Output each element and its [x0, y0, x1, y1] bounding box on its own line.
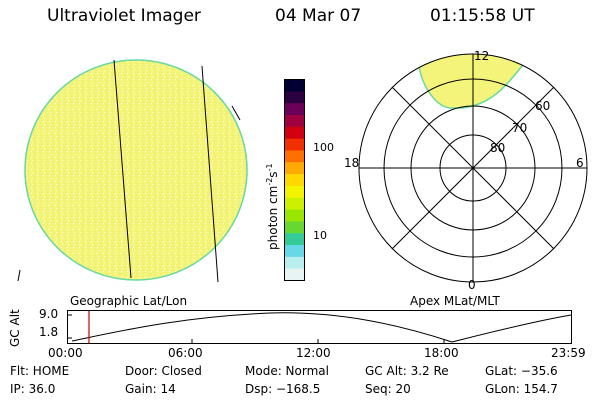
observation-date: 04 Mar 07: [275, 6, 362, 26]
colorbar-band: [284, 256, 305, 270]
altitude-strip-plot: [67, 310, 572, 344]
alt-tick-top: 9.0: [39, 307, 59, 321]
meridian-line: [201, 65, 219, 283]
colorbar-tick-100: 100: [313, 141, 334, 154]
time-tick-1: 06:00: [168, 346, 203, 360]
colorbar-band: [284, 103, 305, 116]
colorbar-band: [284, 174, 305, 187]
mlt-line: [391, 86, 555, 250]
status-gain: Gain: 14: [125, 382, 176, 396]
time-tick-0: 00:00: [48, 346, 83, 360]
gc-alt-axis-label: GC Alt: [8, 309, 22, 347]
colorbar-tick-10: 10: [313, 229, 327, 242]
color-bar: [284, 79, 305, 281]
geo-coords-label: Geographic Lat/Lon: [70, 294, 188, 308]
apex-coords-label: Apex MLat/MLT: [410, 294, 500, 308]
colorbar-band: [284, 79, 305, 92]
meridian-line: [113, 59, 132, 279]
colorbar-band: [284, 197, 305, 211]
colorbar-band: [284, 126, 305, 140]
colorbar-band: [284, 233, 305, 246]
polar-mlt-plot: 12 18 6 0 60 70 80: [344, 50, 588, 290]
colorbar-band: [284, 185, 305, 199]
time-tick-2: 12:00: [296, 346, 331, 360]
mlt-label-0: 0: [468, 278, 476, 290]
status-dsp: Dsp: −168.5: [245, 382, 321, 396]
mlt-label-18: 18: [344, 156, 359, 170]
earth-disk: [24, 59, 248, 281]
observation-time: 01:15:58 UT: [430, 6, 535, 26]
uv-disk-image: [17, 59, 248, 283]
status-flt: Flt: HOME: [10, 364, 70, 378]
status-seq: Seq: 20: [365, 382, 411, 396]
lat-label-70: 70: [512, 121, 527, 135]
lat-label-80: 80: [490, 141, 505, 155]
mlt-label-12: 12: [474, 50, 489, 63]
colorbar-band: [284, 221, 305, 234]
alt-tick-bottom: 1.8: [39, 325, 59, 339]
colorbar-band: [284, 268, 305, 281]
colorbar-band: [284, 114, 305, 128]
edge-tick: [17, 269, 21, 282]
status-ip: IP: 36.0: [10, 382, 56, 396]
time-tick-4: 23:59: [551, 346, 586, 360]
status-gc-alt: GC Alt: 3.2 Re: [365, 364, 449, 378]
status-door: Door: Closed: [125, 364, 202, 378]
colorbar-band: [284, 138, 305, 151]
time-tick-3: 18:00: [424, 346, 459, 360]
lat-label-60: 60: [535, 99, 550, 113]
colorbar-band: [284, 209, 305, 222]
colorbar-unit-label: photon cm-2s-1: [265, 163, 280, 250]
colorbar-band: [284, 162, 305, 175]
instrument-title: Ultraviolet Imager: [47, 6, 201, 26]
colorbar-band: [284, 150, 305, 163]
colorbar-band: [284, 245, 305, 258]
edge-tick: [231, 105, 241, 121]
status-glon: GLon: 154.7: [485, 382, 558, 396]
colorbar-band: [284, 91, 305, 104]
status-glat: GLat: −35.6: [485, 364, 558, 378]
status-mode: Mode: Normal: [245, 364, 329, 378]
altitude-curve: [71, 312, 572, 343]
mlt-label-6: 6: [576, 156, 584, 170]
